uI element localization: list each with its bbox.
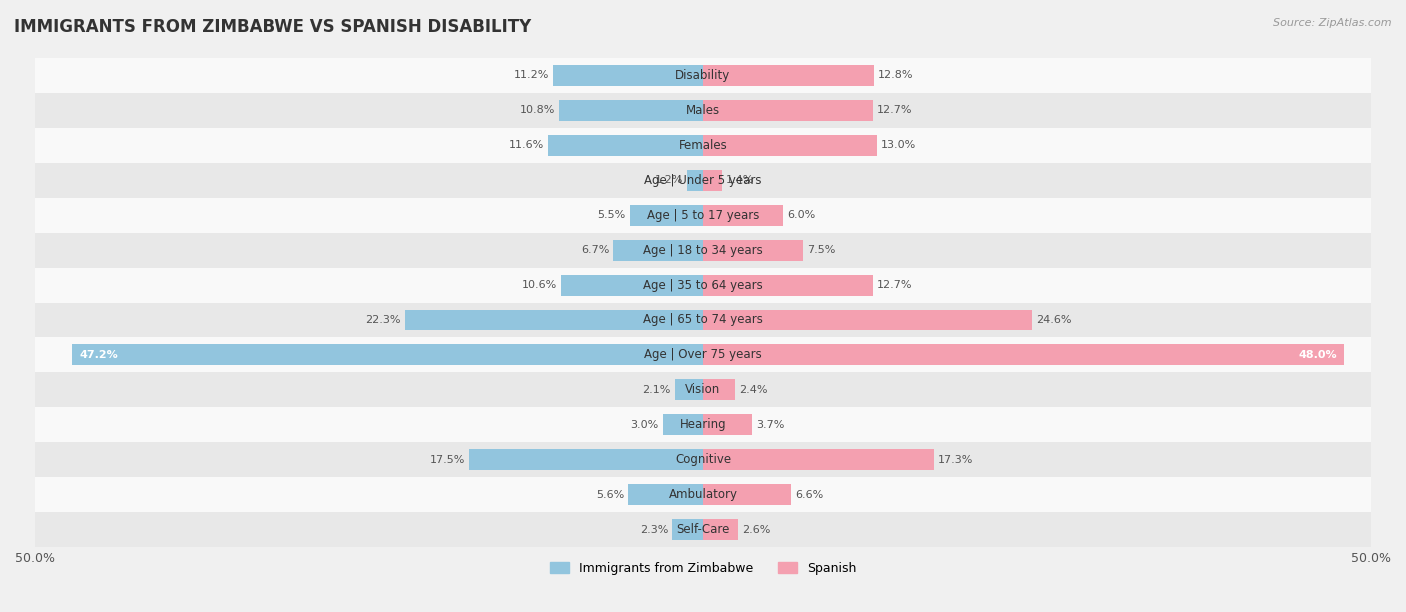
- Bar: [35, 233, 1371, 267]
- Text: 24.6%: 24.6%: [1036, 315, 1071, 325]
- Bar: [72, 345, 703, 365]
- Bar: [35, 267, 1371, 302]
- Text: 1.4%: 1.4%: [725, 175, 754, 185]
- Bar: [35, 302, 1371, 337]
- Text: 2.1%: 2.1%: [643, 385, 671, 395]
- Text: Age | 18 to 34 years: Age | 18 to 34 years: [643, 244, 763, 256]
- Text: 11.2%: 11.2%: [515, 70, 550, 80]
- Bar: [703, 345, 1344, 365]
- Text: 47.2%: 47.2%: [79, 350, 118, 360]
- Text: Males: Males: [686, 104, 720, 117]
- Bar: [35, 373, 1371, 408]
- Text: 48.0%: 48.0%: [1299, 350, 1337, 360]
- Bar: [35, 93, 1371, 128]
- Text: Cognitive: Cognitive: [675, 453, 731, 466]
- Bar: [558, 100, 703, 121]
- Text: 13.0%: 13.0%: [880, 140, 915, 150]
- Bar: [703, 414, 752, 435]
- Bar: [703, 170, 721, 191]
- Bar: [35, 198, 1371, 233]
- Text: 10.8%: 10.8%: [519, 105, 555, 115]
- Bar: [35, 58, 1371, 93]
- Text: Age | 65 to 74 years: Age | 65 to 74 years: [643, 313, 763, 326]
- Text: Source: ZipAtlas.com: Source: ZipAtlas.com: [1274, 18, 1392, 28]
- Bar: [703, 449, 934, 470]
- Text: Ambulatory: Ambulatory: [668, 488, 738, 501]
- Bar: [630, 204, 703, 226]
- Text: 1.2%: 1.2%: [655, 175, 683, 185]
- Bar: [548, 135, 703, 155]
- Bar: [35, 408, 1371, 442]
- Text: Age | Under 5 years: Age | Under 5 years: [644, 174, 762, 187]
- Bar: [703, 519, 738, 540]
- Text: 6.7%: 6.7%: [581, 245, 609, 255]
- Text: 6.6%: 6.6%: [796, 490, 824, 500]
- Bar: [703, 240, 803, 261]
- Bar: [675, 379, 703, 400]
- Bar: [672, 519, 703, 540]
- Bar: [703, 204, 783, 226]
- Text: 17.3%: 17.3%: [938, 455, 973, 465]
- Text: 3.0%: 3.0%: [631, 420, 659, 430]
- Bar: [703, 484, 792, 506]
- Bar: [662, 414, 703, 435]
- Bar: [613, 240, 703, 261]
- Bar: [35, 337, 1371, 373]
- Text: 5.6%: 5.6%: [596, 490, 624, 500]
- Bar: [703, 275, 873, 296]
- Text: IMMIGRANTS FROM ZIMBABWE VS SPANISH DISABILITY: IMMIGRANTS FROM ZIMBABWE VS SPANISH DISA…: [14, 18, 531, 36]
- Bar: [561, 275, 703, 296]
- Text: Vision: Vision: [685, 383, 721, 397]
- Text: Hearing: Hearing: [679, 419, 727, 431]
- Bar: [35, 128, 1371, 163]
- Bar: [703, 310, 1032, 330]
- Text: 12.7%: 12.7%: [877, 105, 912, 115]
- Text: 6.0%: 6.0%: [787, 210, 815, 220]
- Text: Disability: Disability: [675, 69, 731, 82]
- Text: 22.3%: 22.3%: [366, 315, 401, 325]
- Bar: [470, 449, 703, 470]
- Text: 12.8%: 12.8%: [877, 70, 914, 80]
- Bar: [35, 477, 1371, 512]
- Bar: [628, 484, 703, 506]
- Text: 17.5%: 17.5%: [430, 455, 465, 465]
- Text: Age | 5 to 17 years: Age | 5 to 17 years: [647, 209, 759, 222]
- Text: 2.6%: 2.6%: [742, 524, 770, 535]
- Bar: [703, 135, 877, 155]
- Text: 10.6%: 10.6%: [522, 280, 557, 290]
- Text: 2.4%: 2.4%: [740, 385, 768, 395]
- Legend: Immigrants from Zimbabwe, Spanish: Immigrants from Zimbabwe, Spanish: [546, 557, 860, 580]
- Text: 11.6%: 11.6%: [509, 140, 544, 150]
- Bar: [35, 512, 1371, 547]
- Text: Self-Care: Self-Care: [676, 523, 730, 536]
- Bar: [703, 100, 873, 121]
- Bar: [703, 379, 735, 400]
- Bar: [688, 170, 703, 191]
- Text: 3.7%: 3.7%: [756, 420, 785, 430]
- Text: 7.5%: 7.5%: [807, 245, 835, 255]
- Text: 5.5%: 5.5%: [598, 210, 626, 220]
- Text: Age | Over 75 years: Age | Over 75 years: [644, 348, 762, 362]
- Text: 12.7%: 12.7%: [877, 280, 912, 290]
- Bar: [35, 163, 1371, 198]
- Bar: [703, 65, 875, 86]
- Bar: [35, 442, 1371, 477]
- Text: Age | 35 to 64 years: Age | 35 to 64 years: [643, 278, 763, 291]
- Text: 2.3%: 2.3%: [640, 524, 668, 535]
- Text: Females: Females: [679, 139, 727, 152]
- Bar: [405, 310, 703, 330]
- Bar: [554, 65, 703, 86]
